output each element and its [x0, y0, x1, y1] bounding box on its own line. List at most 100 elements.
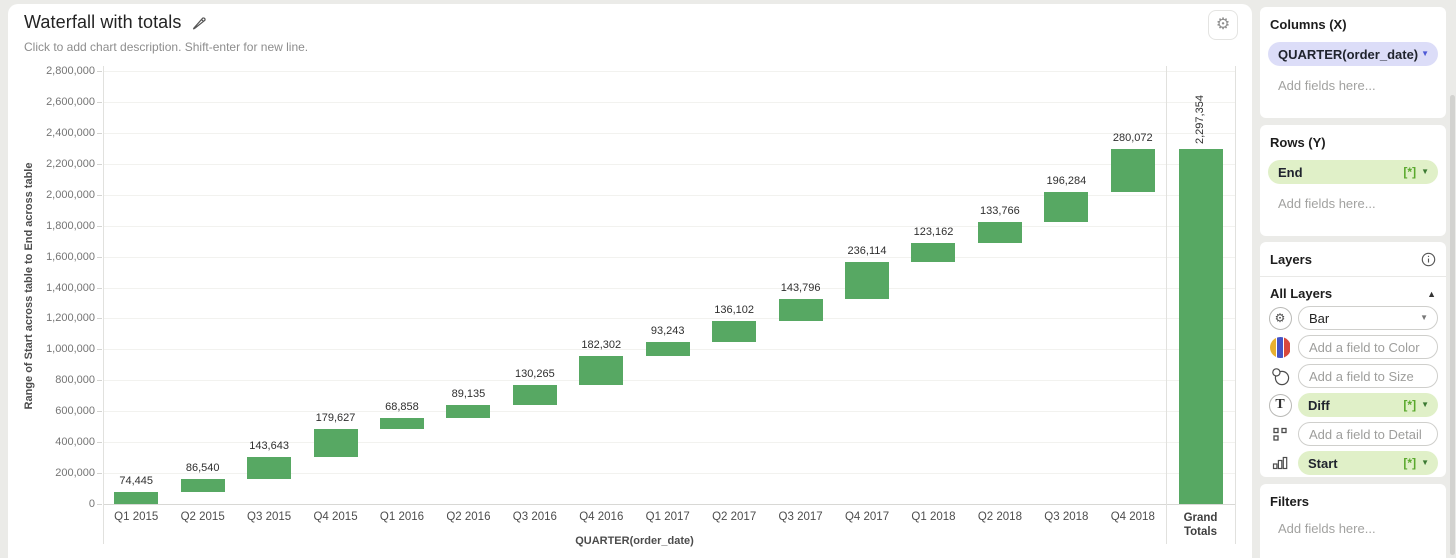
rows-shelf-card: Rows (Y) End [*] ▼ Add fields here... — [1260, 125, 1446, 236]
y-tick-label: 1,000,000 — [46, 343, 95, 355]
gridline — [103, 257, 1235, 258]
waterfall-bar[interactable] — [579, 356, 624, 385]
x-tick-label: Q1 2018 — [911, 511, 956, 523]
x-tick-label: Q2 2015 — [180, 511, 225, 523]
y-tick-mark — [97, 411, 102, 412]
chart-title-row: Waterfall with totals — [24, 12, 207, 33]
chevron-up-icon[interactable]: ▲ — [1427, 288, 1436, 299]
y-tick-label: 2,200,000 — [46, 158, 95, 170]
x-tick-label: Q4 2015 — [313, 511, 358, 523]
gridline — [103, 71, 1235, 72]
waterfall-bar[interactable] — [512, 384, 557, 405]
bar-value-label: 68,858 — [385, 401, 419, 414]
x-tick-label: Q4 2018 — [1110, 511, 1155, 523]
grand-total-bar[interactable] — [1178, 148, 1223, 504]
x-axis-title: QUARTER(order_date) — [575, 535, 694, 547]
gridline — [103, 442, 1235, 443]
y-tick-mark — [97, 473, 102, 474]
text-shelf-row: T Diff [*] ▼ — [1268, 393, 1438, 417]
waterfall-chart: 0 200,000 400,000 600,000 800,000 1,000,000 1,… — [8, 4, 1252, 558]
y-tick-label: 2,000,000 — [46, 189, 95, 201]
y-tick-mark — [97, 226, 102, 227]
tooltip-field-pill[interactable]: Start [*] ▼ — [1298, 451, 1438, 475]
bar-value-label: 280,072 — [1112, 131, 1153, 144]
y-tick-mark — [97, 380, 102, 381]
waterfall-bar[interactable] — [114, 492, 159, 504]
waterfall-bar[interactable] — [180, 479, 225, 493]
waterfall-bar[interactable] — [845, 262, 890, 299]
color-field-input[interactable]: Add a field to Color — [1298, 335, 1438, 359]
all-layers-row[interactable]: All Layers ▲ — [1268, 286, 1438, 301]
gridline — [103, 380, 1235, 381]
plot-right-border — [1235, 66, 1236, 544]
all-layers-label: All Layers — [1270, 286, 1333, 301]
mark-type-select[interactable]: Bar ▼ — [1298, 306, 1438, 330]
chevron-down-icon[interactable]: ▼ — [1421, 458, 1429, 467]
color-shelf-row: Add a field to Color — [1268, 335, 1438, 359]
aggregation-badge: [*] — [1403, 398, 1417, 412]
sidebar-scrollbar[interactable] — [1450, 95, 1455, 555]
bar-value-label: 130,265 — [514, 367, 555, 380]
waterfall-bar[interactable] — [712, 320, 757, 342]
waterfall-bar[interactable] — [1110, 148, 1155, 193]
chart-settings-button[interactable]: ⚙ — [1208, 10, 1238, 40]
filters-heading: Filters — [1270, 494, 1310, 509]
x-tick-label: Q1 2016 — [379, 511, 425, 523]
edit-title-pencil-icon[interactable] — [191, 15, 207, 31]
waterfall-bar[interactable] — [446, 404, 491, 419]
size-shelf-row: Add a field to Size — [1268, 364, 1438, 388]
bar-value-label: 236,114 — [847, 245, 887, 258]
size-field-input[interactable]: Add a field to Size — [1298, 364, 1438, 388]
x-tick-label: Q3 2017 — [778, 511, 823, 523]
waterfall-bar[interactable] — [1044, 192, 1089, 223]
detail-field-input[interactable]: Add a field to Detail — [1298, 422, 1438, 446]
y-tick-mark — [97, 318, 102, 319]
y-tick-mark — [97, 349, 102, 350]
aggregation-badge: [*] — [1403, 456, 1417, 470]
waterfall-bar[interactable] — [379, 418, 424, 430]
gridline — [103, 473, 1235, 474]
waterfall-bar[interactable] — [977, 222, 1022, 244]
y-tick-label: 600,000 — [55, 405, 95, 417]
x-tick-label: Q1 2015 — [114, 511, 159, 523]
y-tick-label: 1,800,000 — [46, 220, 95, 232]
y-tick-label: 0 — [88, 498, 95, 510]
gear-icon: ⚙ — [1215, 16, 1231, 33]
waterfall-bar[interactable] — [313, 429, 358, 457]
mark-type-value: Bar — [1309, 310, 1330, 326]
row-field-pill[interactable]: End [*] ▼ — [1268, 160, 1438, 184]
page-title[interactable]: Waterfall with totals — [24, 12, 182, 32]
y-tick-mark — [97, 442, 102, 443]
rows-add-fields-placeholder[interactable]: Add fields here... — [1278, 196, 1376, 211]
chevron-down-icon: ▼ — [1420, 313, 1428, 322]
filters-add-fields-placeholder[interactable]: Add fields here... — [1278, 521, 1376, 536]
chart-description-placeholder[interactable]: Click to add chart description. Shift-en… — [24, 40, 309, 54]
y-tick-label: 1,200,000 — [46, 312, 95, 324]
waterfall-bar[interactable] — [645, 341, 690, 357]
gridline — [103, 504, 1235, 505]
detail-shelf-row: Add a field to Detail — [1268, 422, 1438, 446]
size-shelf-icon — [1268, 366, 1292, 386]
text-field-pill[interactable]: Diff [*] ▼ — [1298, 393, 1438, 417]
y-tick-mark — [97, 102, 102, 103]
chevron-down-icon[interactable]: ▼ — [1421, 400, 1429, 409]
waterfall-bar[interactable] — [911, 243, 956, 263]
y-tick-label: 2,400,000 — [46, 127, 95, 139]
grand-total-value-label: 2,297,354 — [1193, 94, 1206, 144]
color-placeholder: Add a field to Color — [1309, 339, 1420, 355]
column-field-pill[interactable]: QUARTER(order_date) ▼ — [1268, 42, 1438, 66]
bar-value-label: 143,643 — [249, 439, 289, 452]
waterfall-bar[interactable] — [778, 298, 823, 321]
gridline — [103, 288, 1235, 289]
chevron-down-icon[interactable]: ▼ — [1421, 49, 1429, 58]
waterfall-bar[interactable] — [247, 456, 292, 480]
mark-settings-gear-icon[interactable]: ⚙ — [1268, 306, 1292, 330]
filters-card: Filters Add fields here... — [1260, 484, 1446, 558]
x-tick-label: Q3 2015 — [247, 511, 292, 523]
chevron-down-icon[interactable]: ▼ — [1421, 167, 1429, 176]
y-tick-mark — [97, 71, 102, 72]
info-icon[interactable] — [1421, 252, 1436, 267]
columns-add-fields-placeholder[interactable]: Add fields here... — [1278, 78, 1376, 93]
gridline — [103, 318, 1235, 319]
tooltip-shelf-icon — [1268, 455, 1292, 471]
